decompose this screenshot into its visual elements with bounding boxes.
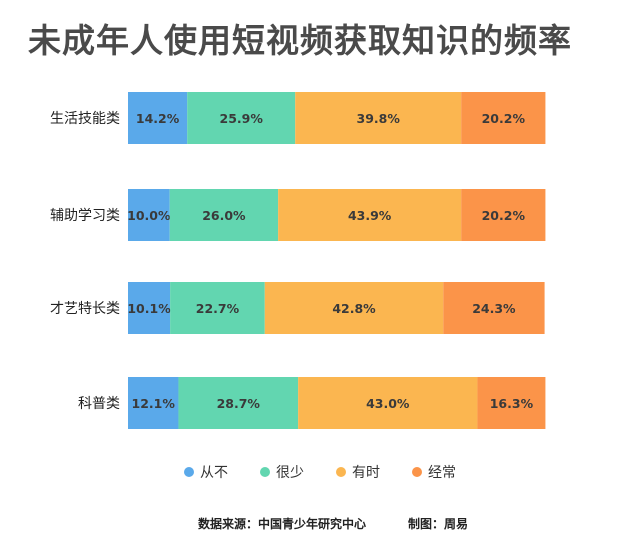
data-label: 43.0%: [366, 396, 410, 411]
footer: 数据来源：中国青少年研究中心 制图：周易: [198, 515, 468, 532]
data-label: 25.9%: [220, 111, 264, 126]
chart-title: 未成年人使用短视频获取知识的频率: [28, 21, 572, 60]
category-label: 才艺特长类: [50, 301, 120, 317]
bar-segment-often: [477, 377, 546, 429]
bar-segment-rarely: [178, 377, 299, 429]
category-label: 科普类: [78, 396, 120, 412]
data-label: 43.9%: [348, 208, 392, 223]
bar-segment-often: [461, 92, 546, 144]
legend-swatch-never: [184, 467, 194, 477]
data-label: 10.0%: [127, 208, 171, 223]
bar-segment-never: [128, 282, 171, 334]
legend-label-never: 从不: [200, 465, 228, 481]
data-label: 26.0%: [202, 208, 246, 223]
bar-segment-sometimes: [264, 282, 444, 334]
legend-swatch-rarely: [260, 467, 270, 477]
legend-item-rarely: 很少: [260, 462, 304, 482]
bar-segment-sometimes: [278, 189, 462, 241]
data-source: 数据来源：中国青少年研究中心: [198, 517, 367, 531]
data-label: 12.1%: [132, 396, 176, 411]
bar-segment-often: [443, 282, 545, 334]
data-label: 22.7%: [196, 301, 240, 316]
bar-segment-rarely: [187, 92, 296, 144]
legend: 从不 很少 有时 经常: [0, 462, 640, 482]
category-label: 辅助学习类: [50, 208, 120, 224]
data-label: 10.1%: [127, 301, 171, 316]
bar-segment-rarely: [169, 189, 279, 241]
bar-segment-often: [461, 189, 546, 241]
data-label: 42.8%: [332, 301, 376, 316]
legend-swatch-often: [412, 467, 422, 477]
data-label: 39.8%: [357, 111, 401, 126]
data-label: 28.7%: [217, 396, 261, 411]
bar-segment-never: [128, 377, 179, 429]
data-label: 16.3%: [490, 396, 534, 411]
legend-label-rarely: 很少: [276, 465, 304, 481]
data-label: 24.3%: [472, 301, 516, 316]
legend-label-often: 经常: [428, 465, 456, 481]
legend-item-often: 经常: [412, 462, 456, 482]
bar-segment-sometimes: [295, 92, 462, 144]
bar-segment-never: [128, 92, 188, 144]
data-label: 20.2%: [482, 208, 526, 223]
legend-label-sometimes: 有时: [352, 465, 380, 481]
category-label: 生活技能类: [50, 111, 120, 127]
legend-item-never: 从不: [184, 462, 228, 482]
legend-swatch-sometimes: [336, 467, 346, 477]
bar-segment-rarely: [170, 282, 265, 334]
legend-item-sometimes: 有时: [336, 462, 380, 482]
bar-segment-sometimes: [298, 377, 478, 429]
bar-segment-never: [128, 189, 170, 241]
data-label: 14.2%: [136, 111, 180, 126]
chart-credit: 制图：周易: [408, 517, 469, 531]
data-label: 20.2%: [482, 111, 526, 126]
